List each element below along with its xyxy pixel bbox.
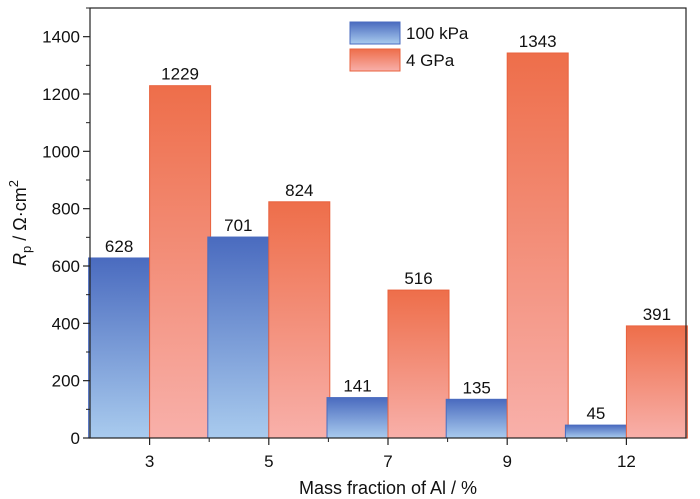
x-tick-label: 9: [502, 452, 511, 471]
bar: [625, 325, 688, 439]
x-tick-label: 7: [383, 452, 392, 471]
x-tick-label: 3: [145, 452, 154, 471]
x-axis: 3 5 7 9 12: [145, 438, 636, 471]
data-label: 824: [285, 181, 313, 200]
data-label: 1343: [519, 32, 557, 51]
y-tick-label: 0: [71, 429, 80, 448]
x-tick-label: 5: [264, 452, 273, 471]
y-axis: 0 200 400 600 800 1000 1200 1400: [42, 7, 90, 448]
y-tick-label: 1000: [42, 142, 80, 161]
bar: [387, 289, 450, 439]
legend: 100 kPa 4 GPa: [349, 21, 469, 72]
y-axis-title-symbol: R: [10, 253, 30, 266]
legend-label: 4 GPa: [406, 51, 455, 70]
y-tick-label: 600: [52, 257, 80, 276]
legend-swatch: [349, 48, 401, 72]
bar: [268, 201, 331, 439]
y-axis-title-unit: / Ω·cm: [10, 187, 30, 245]
data-label: 628: [105, 237, 133, 256]
bar: [326, 397, 389, 439]
x-tick-label: 12: [617, 452, 636, 471]
bar: [445, 398, 508, 439]
data-label: 391: [643, 305, 671, 324]
bar: [149, 85, 212, 439]
y-tick-label: 1200: [42, 85, 80, 104]
bar: [506, 52, 569, 439]
legend-label: 100 kPa: [406, 24, 469, 43]
x-axis-title: Mass fraction of Al / %: [299, 478, 477, 498]
y-tick-label: 200: [52, 372, 80, 391]
data-label: 516: [404, 269, 432, 288]
bar: [564, 424, 627, 439]
data-label: 135: [463, 378, 491, 397]
data-labels-layer: 628 1229 701 824 141 516 135 1343 45 391: [105, 32, 671, 423]
y-axis-title-subscript: p: [19, 246, 34, 253]
bar: [88, 257, 151, 439]
y-tick-label: 800: [52, 200, 80, 219]
y-axis-title: Rp / Ω·cm2: [6, 180, 34, 266]
data-label: 1229: [161, 65, 199, 84]
bar: [207, 236, 270, 439]
legend-swatch: [349, 21, 401, 45]
data-label: 141: [343, 377, 371, 396]
data-label: 701: [224, 216, 252, 235]
bars-layer: [88, 52, 688, 439]
y-tick-label: 1400: [42, 28, 80, 47]
data-label: 45: [586, 404, 605, 423]
y-axis-title-superscript: 2: [6, 180, 21, 187]
y-tick-label: 400: [52, 314, 80, 333]
